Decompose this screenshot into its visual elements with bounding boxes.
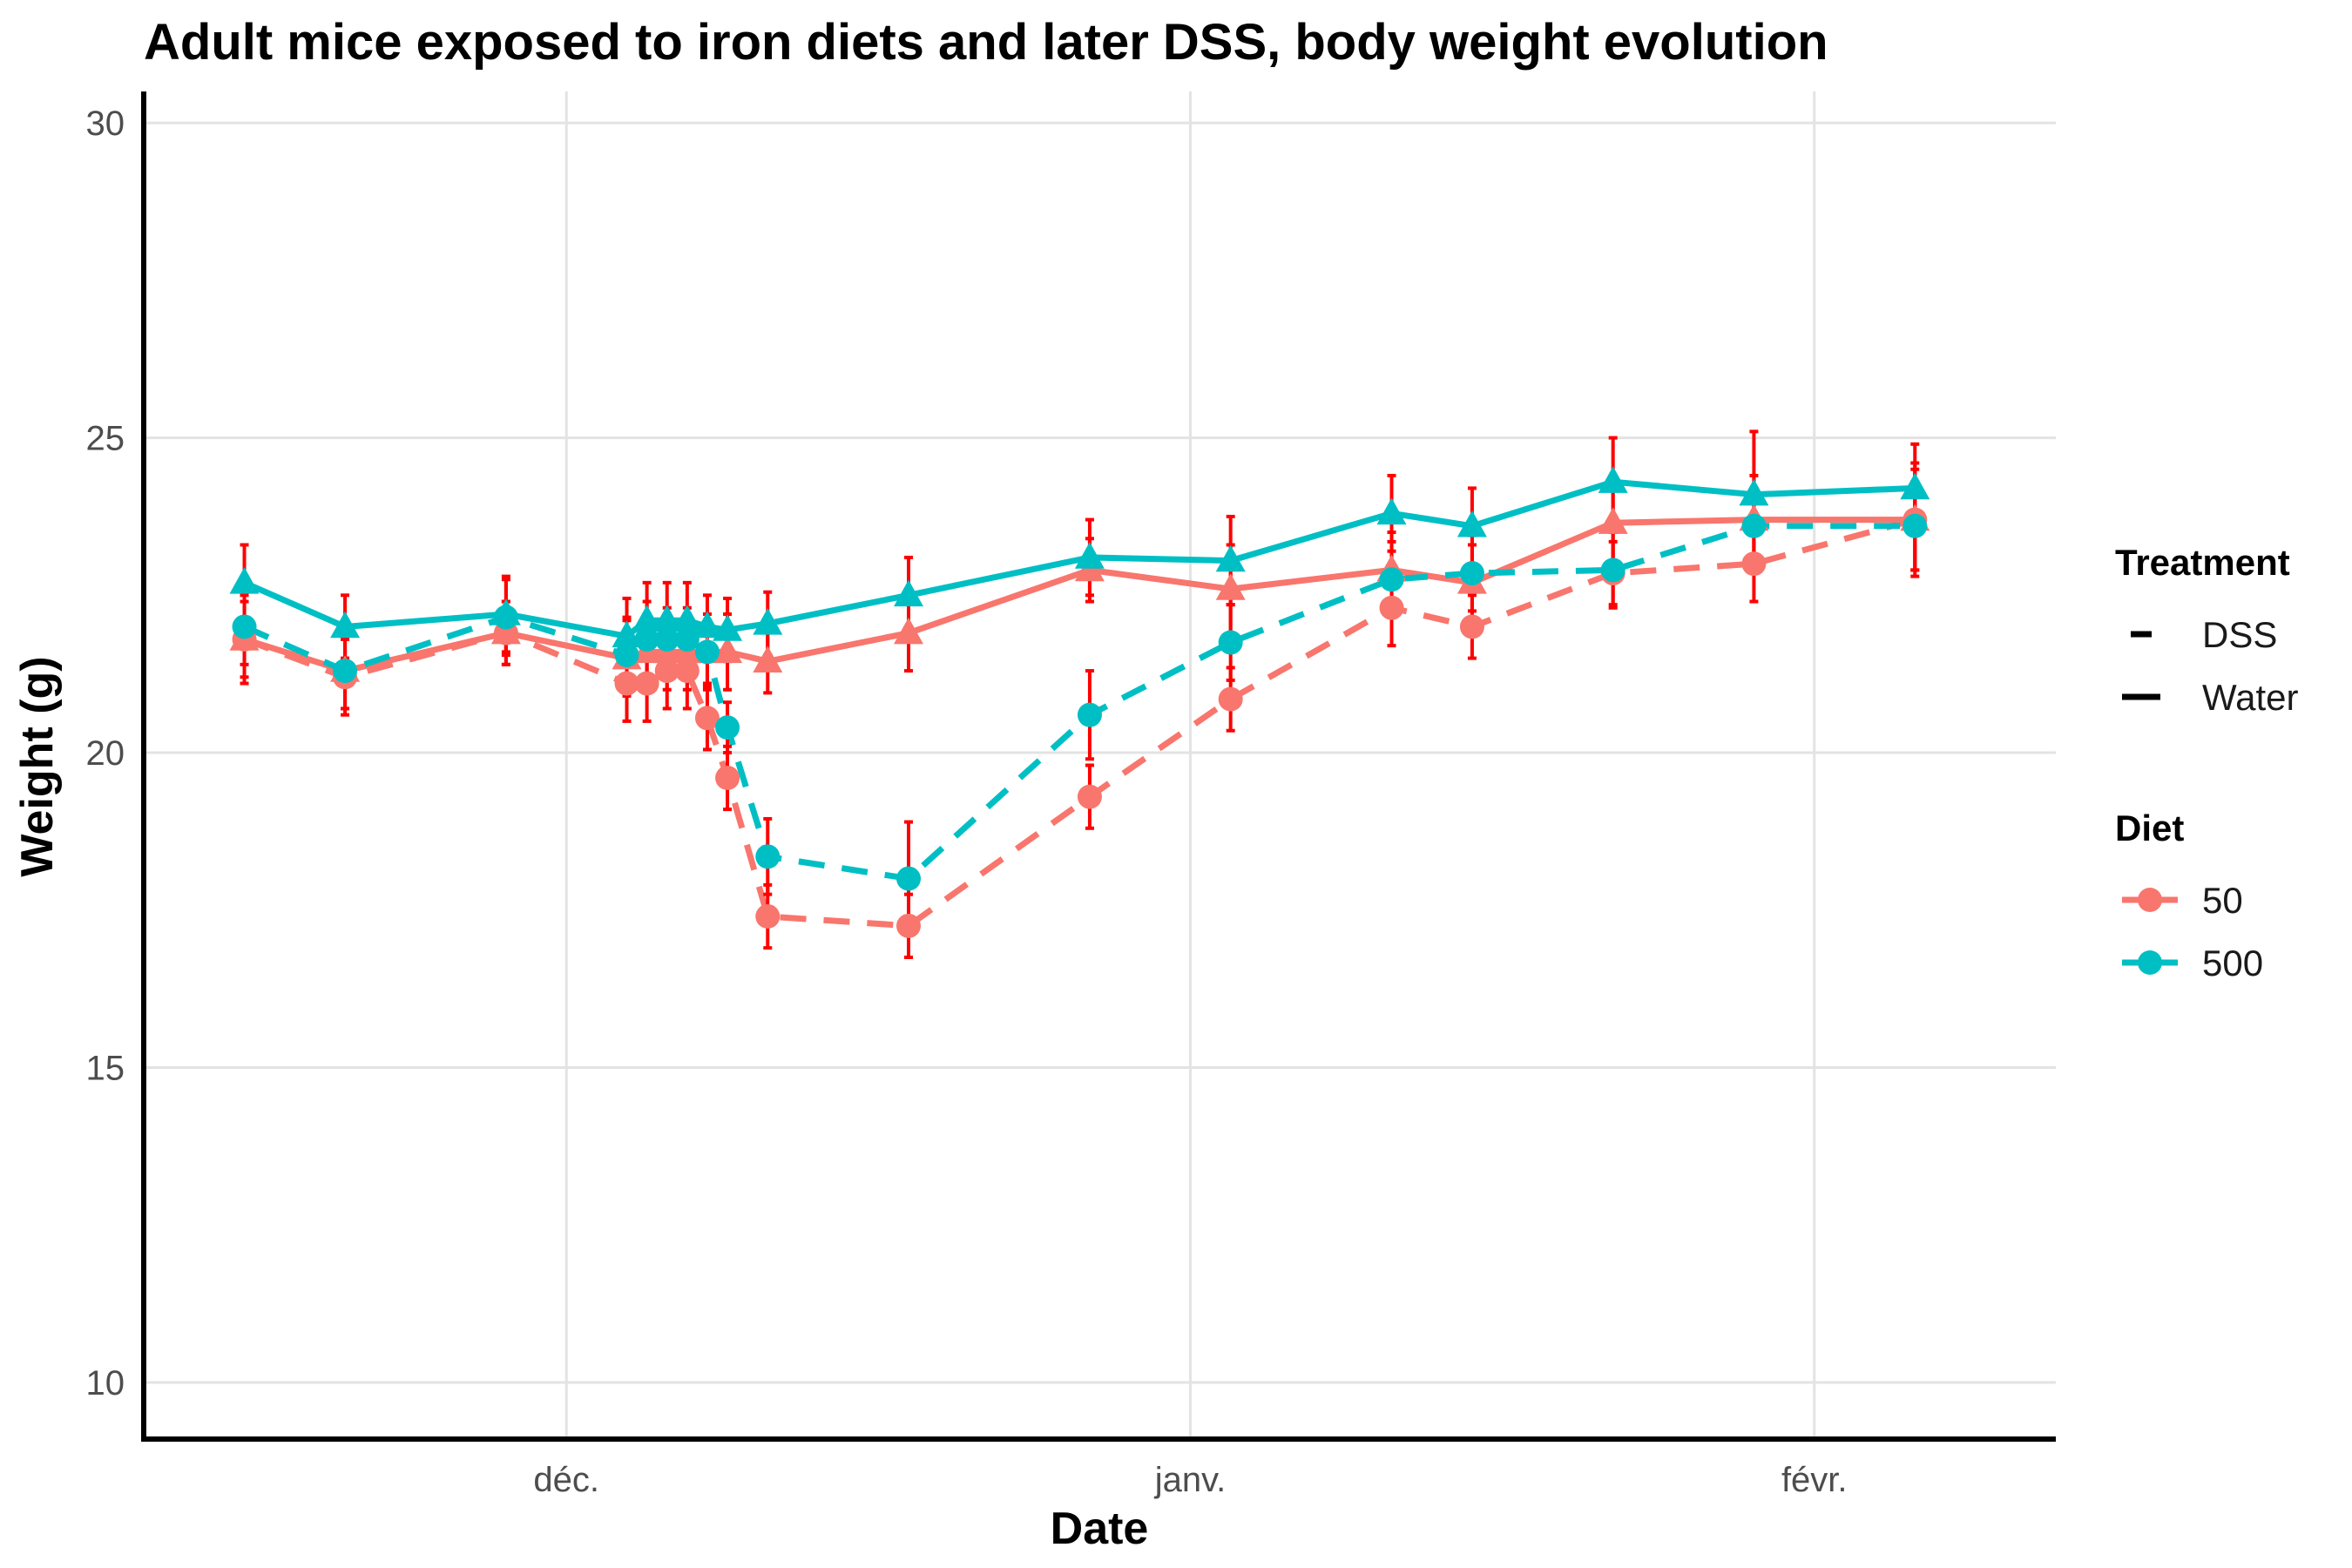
series-line-water-500 <box>243 478 1916 639</box>
grid <box>144 91 2056 1439</box>
x-tick-label: janv. <box>1154 1461 1227 1499</box>
point-dss-500 <box>1600 558 1625 583</box>
series-line-dss-500 <box>243 523 1916 882</box>
x-tick-label: déc. <box>533 1461 599 1499</box>
point-dss-50 <box>654 659 679 684</box>
markers <box>229 466 1930 938</box>
point-water-500 <box>753 608 783 635</box>
point-dss-50 <box>755 903 781 929</box>
point-dss-500 <box>694 639 720 665</box>
point-dss-500 <box>674 626 700 652</box>
point-dss-50 <box>1379 595 1404 620</box>
legend-label-diet-50: 50 <box>2202 880 2243 921</box>
legend-label-water: Water <box>2202 677 2298 718</box>
series <box>243 478 1916 929</box>
point-water-50 <box>1215 573 1246 600</box>
point-water-500 <box>612 620 642 648</box>
point-dss-500 <box>896 866 921 891</box>
point-dss-50 <box>694 706 720 731</box>
y-tick-label: 15 <box>86 1049 125 1087</box>
x-tick-label: févr. <box>1781 1461 1848 1499</box>
point-dss-50 <box>715 765 740 790</box>
axes: 10 15 20 25 30 déc. janv. févr. <box>86 91 2056 1499</box>
y-tick-label: 10 <box>86 1364 125 1402</box>
legend: Treatment DSS Water Diet 50 500 <box>2115 542 2298 983</box>
series-line-dss-50 <box>243 517 1916 929</box>
point-water-50 <box>1598 507 1628 534</box>
point-water-500 <box>894 579 923 607</box>
point-water-500 <box>1598 466 1628 493</box>
point-dss-500 <box>1903 513 1928 538</box>
point-dss-50 <box>1741 551 1767 577</box>
point-water-500 <box>713 614 743 641</box>
point-dss-500 <box>755 844 781 869</box>
point-dss-50 <box>674 659 700 684</box>
point-dss-500 <box>1459 561 1484 586</box>
point-water-500 <box>1739 478 1769 506</box>
x-axis-title: Date <box>1051 1504 1149 1554</box>
point-dss-50 <box>1077 784 1102 809</box>
legend-marker-diet-500 <box>2138 950 2162 975</box>
point-water-500 <box>1074 542 1105 569</box>
point-dss-500 <box>1218 630 1243 655</box>
point-water-500 <box>692 611 722 639</box>
legend-label-diet-500: 500 <box>2202 943 2263 983</box>
y-tick-label: 30 <box>86 105 125 143</box>
point-water-500 <box>632 605 662 632</box>
point-water-500 <box>672 605 702 632</box>
y-tick-label: 25 <box>86 420 125 458</box>
point-water-50 <box>753 645 783 672</box>
y-tick-label: 20 <box>86 734 125 773</box>
point-dss-500 <box>1379 567 1404 592</box>
legend-title-diet: Diet <box>2115 808 2184 848</box>
point-dss-500 <box>333 659 358 684</box>
point-dss-50 <box>634 671 659 696</box>
point-dss-500 <box>634 626 659 652</box>
point-dss-500 <box>493 605 518 630</box>
legend-marker-diet-50 <box>2138 888 2162 912</box>
legend-title-treatment: Treatment <box>2115 542 2290 583</box>
point-water-500 <box>1456 510 1487 537</box>
point-dss-50 <box>896 913 921 938</box>
point-water-500 <box>330 611 361 639</box>
point-water-50 <box>894 617 923 645</box>
point-dss-50 <box>614 671 639 696</box>
point-dss-500 <box>715 715 740 740</box>
point-dss-500 <box>232 614 257 639</box>
legend-label-dss: DSS <box>2202 614 2277 655</box>
point-dss-500 <box>1077 702 1102 727</box>
point-water-500 <box>229 567 260 594</box>
point-dss-50 <box>1218 686 1243 712</box>
point-water-500 <box>652 605 682 632</box>
point-water-500 <box>1900 472 1930 500</box>
point-water-50 <box>713 636 743 664</box>
y-axis-title: Weight (g) <box>12 656 63 876</box>
point-dss-500 <box>614 642 639 667</box>
chart-title: Adult mice exposed to iron diets and lat… <box>144 14 1828 71</box>
point-dss-50 <box>1459 614 1484 639</box>
point-water-500 <box>1215 544 1246 572</box>
point-dss-500 <box>1741 513 1767 538</box>
point-dss-500 <box>654 626 679 652</box>
point-water-500 <box>1376 497 1407 525</box>
